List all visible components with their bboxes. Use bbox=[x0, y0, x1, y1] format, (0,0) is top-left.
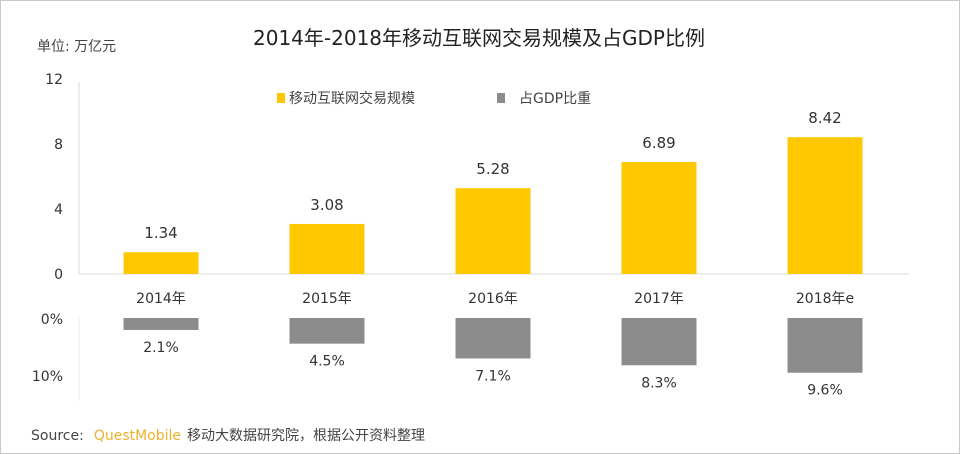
x-tick-label: 2015年 bbox=[302, 291, 352, 307]
y-tick-label: 4 bbox=[54, 202, 63, 218]
bar-transaction-4 bbox=[787, 137, 863, 274]
bar-value-label: 1.34 bbox=[144, 224, 177, 242]
legend-label-transaction: 移动互联网交易规模 bbox=[289, 90, 415, 107]
legend-label-gdp: 占GDP比重 bbox=[519, 91, 591, 107]
x-tick-label: 2014年 bbox=[136, 291, 186, 307]
source-brand: QuestMobile bbox=[93, 428, 182, 444]
source-note: Source: QuestMobile 移动大数据研究院，根据公开资料整理 bbox=[31, 425, 425, 445]
bar-transaction-3 bbox=[621, 162, 697, 274]
bar-value-label: 8.42 bbox=[808, 109, 841, 127]
x-tick-label: 2016年 bbox=[468, 291, 518, 307]
y-tick-label: 8 bbox=[54, 137, 63, 153]
gdp-value-label: 7.1% bbox=[475, 368, 511, 384]
gdp-value-label: 8.3% bbox=[641, 375, 677, 391]
legend-swatch-transaction bbox=[277, 93, 285, 103]
gdp-value-label: 2.1% bbox=[143, 340, 179, 356]
bar-gdp-0 bbox=[123, 318, 199, 330]
bar-transaction-2 bbox=[455, 188, 531, 274]
chart-title: 2014年-2018年移动互联网交易规模及占GDP比例 bbox=[253, 26, 705, 50]
y-tick-label: 0 bbox=[54, 267, 63, 283]
gdp-value-label: 4.5% bbox=[309, 354, 345, 370]
x-tick-label: 2017年 bbox=[634, 291, 684, 307]
unit-label: 单位: 万亿元 bbox=[37, 39, 116, 55]
source-text: 移动大数据研究院，根据公开资料整理 bbox=[187, 428, 426, 444]
bar-gdp-3 bbox=[621, 318, 697, 366]
x-tick-label: 2018年e bbox=[796, 291, 854, 307]
gdp-y-tick-label: 10% bbox=[32, 369, 63, 385]
bar-gdp-2 bbox=[455, 318, 531, 359]
bar-gdp-4 bbox=[787, 318, 863, 373]
bar-gdp-1 bbox=[289, 318, 365, 344]
legend-swatch-gdp bbox=[497, 93, 505, 103]
gdp-y-tick-label: 0% bbox=[41, 312, 63, 328]
source-prefix: Source: bbox=[31, 428, 84, 444]
bar-value-label: 5.28 bbox=[476, 160, 509, 178]
bar-transaction-1 bbox=[289, 223, 365, 274]
gdp-value-label: 9.6% bbox=[807, 383, 843, 399]
bar-transaction-0 bbox=[123, 252, 199, 274]
bar-value-label: 6.89 bbox=[642, 134, 675, 152]
y-tick-label: 12 bbox=[45, 72, 63, 88]
bar-value-label: 3.08 bbox=[310, 196, 343, 214]
